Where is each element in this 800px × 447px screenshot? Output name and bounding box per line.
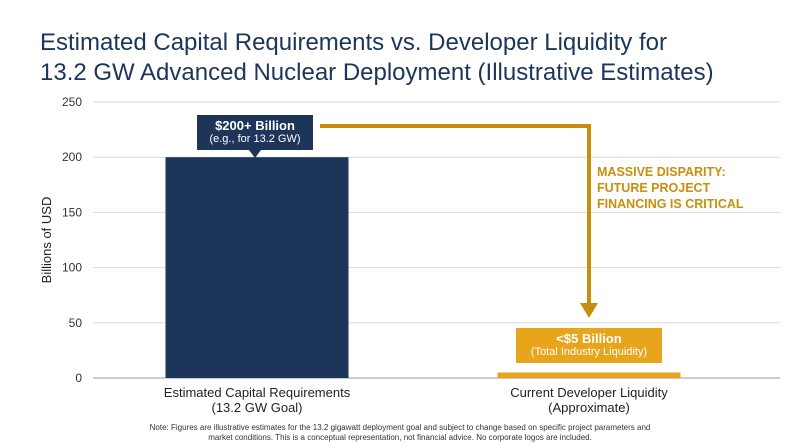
y-tick-150: 150: [62, 205, 82, 219]
x-category-label-2: Current Developer Liquidity (Approximate…: [479, 385, 699, 415]
chart-title: Estimated Capital Requirements vs. Devel…: [40, 28, 780, 88]
x-category-1-line-1: Estimated Capital Requirements: [163, 385, 351, 400]
footnote-line-2: market conditions. This is a conceptual …: [208, 433, 592, 442]
bar-1: [165, 157, 349, 378]
bar-2-callout: <$5 Billion (Total Industry Liquidity): [516, 328, 662, 363]
bar-2-callout-sub: (Total Industry Liquidity): [530, 346, 648, 358]
arrow-head: [580, 303, 598, 318]
x-category-2-line-2: (Approximate): [548, 400, 630, 415]
x-category-2-line-1: Current Developer Liquidity: [510, 385, 668, 400]
disparity-line-1: MASSIVE DISPARITY:: [597, 165, 726, 179]
y-axis-label: Billions of USD: [39, 197, 54, 284]
y-tick-50: 50: [69, 316, 83, 330]
arrow-line: [320, 124, 591, 303]
y-tick-200: 200: [62, 150, 82, 164]
y-tick-100: 100: [62, 261, 82, 275]
disparity-annotation: MASSIVE DISPARITY: FUTURE PROJECT FINANC…: [597, 164, 797, 212]
y-tick-0: 0: [75, 371, 82, 385]
bar-1-callout: $200+ Billion (e.g., for 13.2 GW): [197, 115, 313, 158]
title-line-2: 13.2 GW Advanced Nuclear Deployment (Ill…: [40, 59, 714, 86]
bars: [165, 157, 681, 378]
footnote: Note: Figures are illustrative estimates…: [100, 423, 700, 443]
bar-1-callout-sub: (e.g., for 13.2 GW): [209, 133, 301, 145]
x-category-1-line-2: (13.2 GW Goal): [211, 400, 303, 415]
y-tick-250: 250: [62, 95, 82, 109]
title-line-1: Estimated Capital Requirements vs. Devel…: [40, 29, 667, 56]
bar-1-callout-main: $200+ Billion: [215, 118, 295, 133]
x-category-label-1: Estimated Capital Requirements (13.2 GW …: [147, 385, 367, 415]
bar-2-callout-main: <$5 Billion: [556, 331, 622, 346]
disparity-line-2: FUTURE PROJECT: [597, 181, 711, 195]
bar-2: [497, 372, 681, 378]
disparity-arrow: [320, 124, 598, 318]
disparity-line-3: FINANCING IS CRITICAL: [597, 197, 744, 211]
footnote-line-1: Note: Figures are illustrative estimates…: [149, 423, 651, 432]
y-tick-labels: 0 50 100 150 200 250: [62, 95, 82, 385]
